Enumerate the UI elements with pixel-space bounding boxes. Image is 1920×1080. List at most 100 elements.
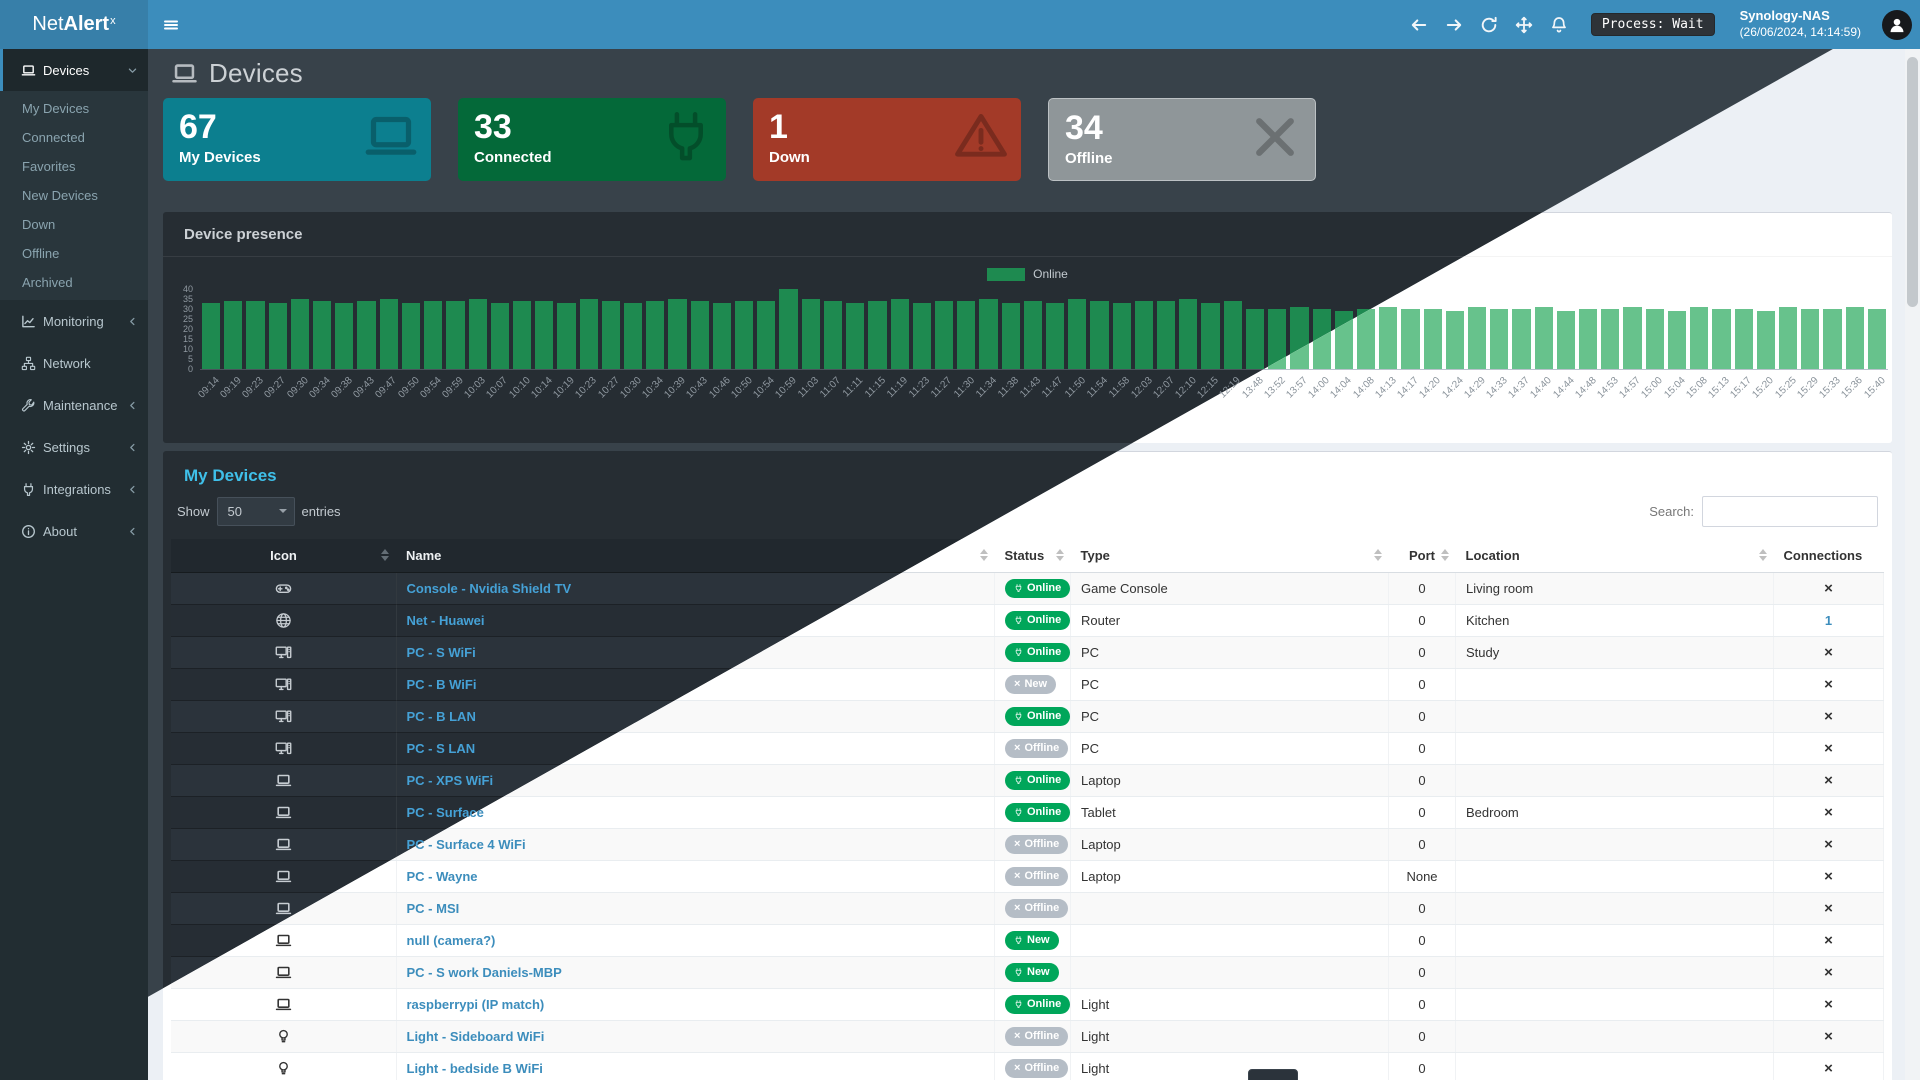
device-name-link[interactable]: PC - MSI — [406, 900, 460, 916]
device-icon-cell — [171, 796, 397, 829]
sidebar-item-network[interactable]: Network — [0, 342, 148, 384]
device-icon-cell — [171, 988, 397, 1021]
device-port-cell: 0 — [1388, 796, 1456, 829]
column-header-name[interactable]: Name — [396, 539, 995, 573]
chart-bar — [579, 299, 598, 369]
device-name-link[interactable]: raspberrypi (IP match) — [406, 996, 545, 1012]
refresh-icon — [1480, 16, 1498, 34]
sidebar-item-maintenance[interactable]: Maintenance — [0, 384, 148, 426]
no-connection-x-icon: × — [1824, 931, 1833, 949]
device-name-link[interactable]: PC - S WiFi — [406, 644, 476, 660]
device-name-link[interactable]: PC - Wayne — [406, 868, 478, 884]
device-location-cell: Kitchen — [1455, 604, 1774, 637]
sidebar-item-settings[interactable]: Settings — [0, 426, 148, 468]
entries-label: entries — [301, 504, 341, 519]
column-header-icon[interactable]: Icon — [171, 539, 396, 573]
sidebar-item-about[interactable]: About — [0, 510, 148, 552]
stat-card-my-devices[interactable]: 67 My Devices — [163, 98, 431, 181]
chart-bar — [1179, 299, 1198, 369]
device-name-link[interactable]: Light - bedside B WiFi — [406, 1060, 543, 1076]
back-button[interactable] — [1410, 16, 1428, 34]
column-label: Connections — [1783, 547, 1863, 563]
scrollbar-thumb[interactable] — [1907, 57, 1918, 307]
device-status-cell: New — [994, 956, 1071, 989]
x-icon: × — [1014, 1029, 1021, 1042]
no-connection-x-icon: × — [1824, 867, 1833, 885]
y-tick: 15 — [182, 334, 193, 344]
chevron-left-icon — [127, 316, 138, 327]
device-name-link[interactable]: Console - Nvidia Shield TV — [406, 580, 572, 596]
column-header-location[interactable]: Location — [1455, 539, 1774, 573]
device-name-link[interactable]: PC - B LAN — [406, 708, 476, 724]
device-name-cell: Light - bedside B WiFi — [396, 1052, 995, 1080]
device-icon-cell — [171, 1052, 397, 1080]
column-header-status[interactable]: Status — [994, 539, 1071, 573]
device-port-cell: None — [1388, 860, 1456, 893]
refresh-button[interactable] — [1480, 16, 1498, 34]
forward-button[interactable] — [1445, 16, 1463, 34]
device-name-link[interactable]: PC - XPS WiFi — [406, 772, 494, 788]
column-header-connections[interactable]: Connections — [1773, 539, 1884, 573]
avatar[interactable] — [1882, 9, 1912, 40]
device-name-link[interactable]: Net - Huawei — [406, 612, 485, 628]
status-badge: Online — [1005, 706, 1070, 726]
sidebar-subitem-my-devices[interactable]: My Devices — [22, 101, 90, 116]
sidebar-toggle-button[interactable] — [148, 0, 194, 49]
device-location-cell — [1455, 764, 1774, 797]
plug-icon — [1014, 647, 1023, 657]
sidebar-subitem-connected[interactable]: Connected — [22, 130, 85, 145]
connections-link[interactable]: 1 — [1824, 612, 1833, 628]
stat-card-connected[interactable]: 33 Connected — [458, 98, 726, 181]
y-tick: 0 — [187, 364, 193, 374]
fullscreen-move-button[interactable] — [1515, 16, 1533, 34]
sidebar-subitem-down[interactable]: Down — [22, 217, 56, 232]
laptop-icon — [275, 804, 292, 821]
sidebar-subitem-archived[interactable]: Archived — [22, 275, 73, 290]
device-type-cell: Light — [1070, 988, 1389, 1021]
sidebar-item-monitoring[interactable]: Monitoring — [0, 300, 148, 342]
device-type-cell: Tablet — [1070, 796, 1389, 829]
chart-bar — [1201, 303, 1220, 369]
column-header-port[interactable]: Port — [1388, 539, 1456, 573]
device-type-cell: Light — [1070, 1052, 1389, 1080]
sidebar-item-integrations[interactable]: Integrations — [0, 468, 148, 510]
scrollbar[interactable] — [1905, 49, 1920, 1080]
chart-bar — [1379, 307, 1398, 369]
status-badge: Online — [1005, 578, 1070, 598]
device-connections-cell: × — [1773, 892, 1884, 925]
desktop-icon — [275, 708, 292, 725]
x-icon: × — [1014, 677, 1021, 690]
chart-bar — [1867, 309, 1886, 369]
x-icon: × — [1014, 1061, 1021, 1074]
chart-bar — [1556, 311, 1576, 369]
device-name-link[interactable]: PC - Surface — [406, 804, 484, 820]
no-connection-x-icon: × — [1824, 899, 1833, 917]
plug-icon — [1014, 711, 1023, 721]
page-length-select[interactable]: 50 — [216, 497, 295, 526]
device-name-link[interactable]: PC - B WiFi — [406, 676, 477, 692]
notifications-button[interactable] — [1550, 16, 1568, 34]
y-tick: 40 — [182, 284, 193, 294]
no-connection-x-icon: × — [1824, 771, 1833, 789]
sidebar-item-label: Devices — [43, 62, 90, 78]
device-status-cell: ×Offline — [994, 860, 1071, 893]
stat-card-down[interactable]: 1 Down — [753, 98, 1021, 181]
device-name-link[interactable]: PC - S LAN — [406, 740, 476, 756]
globe-icon — [275, 612, 292, 629]
stat-card-offline[interactable]: 34 Offline — [1048, 98, 1316, 181]
sidebar-item-devices[interactable]: Devices — [0, 49, 148, 91]
status-badge: ×Offline — [1005, 866, 1069, 886]
device-name-link[interactable]: PC - S work Daniels-MBP — [406, 964, 562, 980]
sidebar-subitem-new-devices[interactable]: New Devices — [22, 188, 98, 203]
device-name-link[interactable]: Light - Sideboard WiFi — [406, 1028, 545, 1044]
device-name-link[interactable]: PC - Surface 4 WiFi — [406, 836, 526, 852]
sidebar-subitem-favorites[interactable]: Favorites — [22, 159, 76, 174]
column-header-type[interactable]: Type — [1070, 539, 1389, 573]
pagination-button[interactable] — [1248, 1069, 1298, 1080]
device-name-link[interactable]: null (camera?) — [406, 932, 496, 948]
sidebar-subitem-offline[interactable]: Offline — [22, 246, 60, 261]
chart-bar — [401, 303, 421, 369]
chart-bar — [735, 301, 754, 369]
search-input[interactable] — [1702, 496, 1878, 527]
